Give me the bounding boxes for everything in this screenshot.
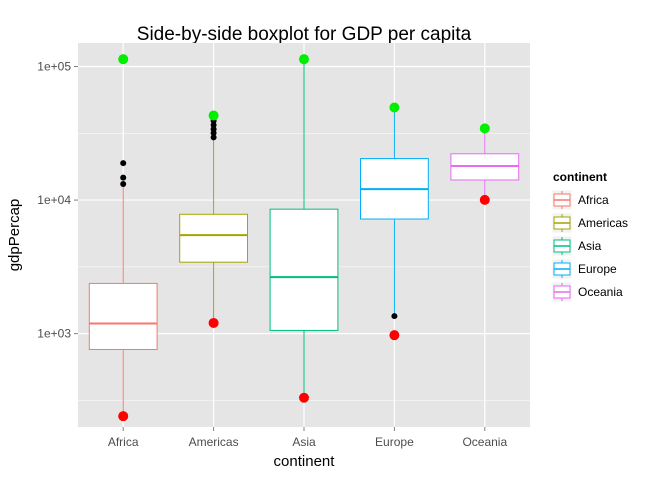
y-tick-label: 1e+05 [37,60,71,74]
legend-item-europe: Europe [551,258,617,280]
y-tick-label: 1e+04 [37,193,71,207]
box-iqr [269,208,339,331]
outlier-point [120,174,127,181]
chart-title: Side-by-side boxplot for GDP per capita [137,24,472,45]
outlier-point [210,121,217,128]
outlier-point [120,180,127,187]
legend-label: Africa [578,193,609,207]
x-tick-label: Oceania [462,435,507,449]
max-point [118,54,129,65]
boxes-layer [88,54,520,422]
legend-label: Europe [578,262,617,276]
min-point [208,317,219,328]
max-point [208,110,219,121]
box-europe [360,102,429,341]
legend-item-americas: Americas [551,212,628,234]
legend: continent Africa Americas Asia Europe Oceani… [551,170,628,303]
outlier-point [210,126,217,133]
box-africa [88,54,158,422]
y-axis-ticks: 1e+03 1e+04 1e+05 [37,60,78,341]
box-oceania [450,123,520,205]
legend-label: Americas [578,216,628,230]
legend-label: Asia [578,239,602,253]
box-iqr [179,213,248,263]
min-point [479,194,490,205]
box-americas [179,110,248,328]
legend-item-asia: Asia [551,235,602,257]
outlier-point [120,160,127,167]
min-point [389,330,400,341]
legend-label: Oceania [578,285,623,299]
x-tick-label: Europe [375,435,414,449]
x-tick-label: Americas [189,435,239,449]
x-axis-ticks: Africa Americas Asia Europe Oceania [108,427,507,449]
min-point [299,392,309,403]
y-axis-title: gdpPercap [6,199,23,272]
x-axis-title: continent [274,453,336,470]
box-iqr [88,282,158,350]
outlier-point [391,313,398,320]
legend-item-oceania: Oceania [551,281,623,303]
max-point [389,102,400,113]
min-point [118,411,129,422]
legend-title: continent [553,170,607,184]
outlier-point [210,134,217,141]
x-tick-label: Asia [292,435,316,449]
max-point [299,54,309,65]
x-tick-label: Africa [108,435,139,449]
legend-item-africa: Africa [551,189,609,211]
box-asia [269,54,339,403]
max-point [479,123,490,134]
y-tick-label: 1e+03 [37,327,71,341]
